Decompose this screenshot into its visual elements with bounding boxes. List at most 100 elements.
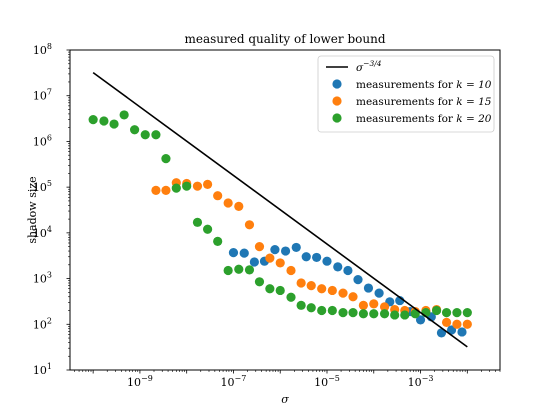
- data-point: [358, 300, 368, 310]
- data-point: [192, 217, 203, 227]
- data-point: [452, 308, 462, 318]
- data-point: [275, 285, 285, 296]
- x-axis-label: σ: [281, 393, 289, 406]
- data-point: [286, 265, 296, 276]
- data-point: [161, 185, 171, 195]
- data-point: [441, 317, 452, 327]
- data-point: [182, 181, 192, 191]
- data-point: [244, 220, 255, 230]
- data-point: [400, 310, 410, 320]
- data-point: [254, 242, 265, 252]
- x-tick-exponent: −5: [328, 374, 340, 383]
- data-point: [379, 309, 390, 319]
- data-point: [234, 264, 244, 274]
- y-tick-exponent: 4: [47, 225, 52, 234]
- data-point: [358, 309, 368, 319]
- data-point: [333, 262, 343, 272]
- y-tick-exponent: 3: [47, 271, 52, 280]
- data-point: [249, 257, 259, 267]
- y-tick-exponent: 5: [47, 179, 52, 188]
- data-point: [322, 256, 332, 266]
- data-point: [306, 281, 316, 291]
- data-point: [202, 179, 213, 189]
- data-point: [275, 258, 285, 268]
- plot-area: [88, 71, 472, 348]
- data-point: [254, 277, 265, 287]
- ticks: [66, 49, 501, 374]
- y-tick-exponent: 6: [47, 133, 52, 142]
- data-point: [343, 265, 353, 276]
- data-point: [265, 284, 275, 294]
- data-point: [109, 119, 119, 129]
- data-point: [338, 308, 348, 318]
- data-point: [88, 115, 98, 125]
- data-point: [390, 310, 400, 320]
- chart-title: measured quality of lower bound: [184, 32, 385, 46]
- data-point: [228, 247, 239, 258]
- legend-marker: [332, 113, 342, 123]
- data-point: [140, 130, 150, 140]
- data-point: [244, 265, 255, 275]
- data-point: [291, 242, 301, 253]
- data-point: [462, 308, 472, 318]
- data-point: [151, 185, 161, 195]
- data-point: [327, 285, 337, 296]
- legend-label: measurements for k = 15: [356, 96, 492, 108]
- data-point: [192, 181, 203, 191]
- data-point: [457, 327, 467, 337]
- data-point: [296, 300, 306, 310]
- data-point: [338, 288, 348, 298]
- legend-frame: [317, 55, 495, 133]
- data-point: [296, 278, 306, 288]
- y-tick-exponent: 2: [47, 316, 52, 325]
- data-point: [379, 302, 390, 312]
- reference-line: [92, 71, 468, 348]
- series-3: [88, 110, 472, 320]
- data-point: [213, 191, 223, 201]
- data-point: [223, 198, 233, 208]
- data-point: [348, 308, 358, 318]
- data-point: [317, 284, 327, 294]
- data-point: [312, 252, 322, 263]
- legend-marker: [332, 96, 342, 106]
- data-point: [286, 292, 296, 302]
- data-point: [452, 319, 462, 329]
- y-tick-exponent: 8: [47, 42, 52, 51]
- plot-frame: [69, 49, 501, 371]
- x-tick-exponent: −3: [422, 374, 434, 383]
- data-point: [265, 253, 275, 263]
- data-point: [202, 224, 213, 234]
- legend-label: measurements for k = 10: [356, 79, 492, 91]
- data-point: [99, 116, 109, 126]
- data-point: [239, 248, 249, 258]
- data-point: [171, 183, 181, 193]
- data-point: [161, 154, 171, 164]
- x-tick-exponent: −7: [235, 374, 247, 383]
- y-tick-exponent: 1: [47, 362, 52, 371]
- legend-label-exponent: −3/4: [363, 59, 382, 68]
- data-point: [374, 288, 384, 298]
- data-point: [306, 303, 316, 313]
- data-point: [369, 309, 379, 319]
- y-tick-exponent: 7: [47, 88, 52, 97]
- data-point: [462, 319, 472, 329]
- y-axis-label: shadow size: [26, 176, 39, 243]
- data-point: [280, 246, 291, 256]
- legend-marker: [332, 79, 342, 89]
- data-point: [369, 299, 379, 309]
- data-point: [130, 125, 140, 135]
- data-point: [234, 201, 244, 211]
- data-point: [431, 305, 442, 316]
- data-point: [327, 305, 337, 316]
- data-point: [301, 252, 311, 262]
- data-point: [151, 130, 161, 140]
- data-point: [441, 308, 452, 318]
- data-point: [446, 325, 457, 335]
- data-point: [348, 292, 358, 302]
- data-point: [213, 236, 223, 247]
- x-tick-exponent: −9: [141, 374, 153, 383]
- data-point: [223, 265, 233, 276]
- data-point: [363, 283, 374, 293]
